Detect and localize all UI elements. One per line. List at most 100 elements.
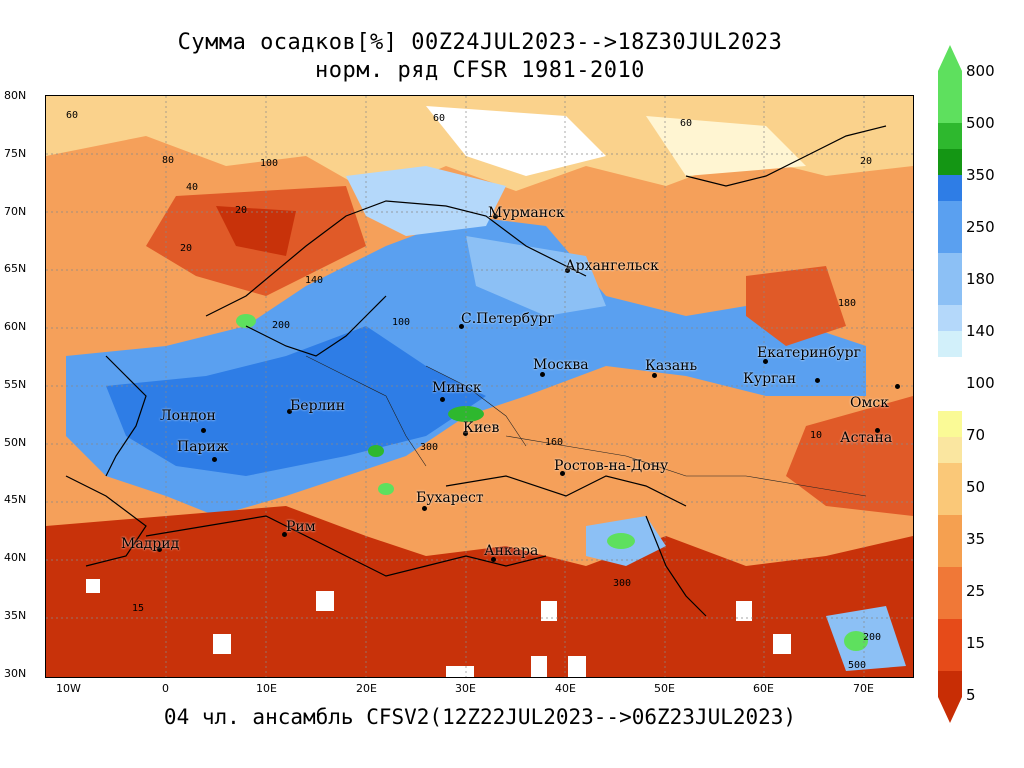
- city-label: Москва: [533, 357, 589, 373]
- lat-label: 40N: [4, 551, 27, 564]
- city-label: Минск: [432, 380, 482, 396]
- lat-label: 55N: [4, 378, 27, 391]
- missing-data-box: [531, 656, 547, 677]
- colorbar-label: 35: [966, 530, 986, 548]
- missing-data-box: [773, 634, 791, 654]
- colorbar-swatch: [938, 149, 962, 175]
- contour-label: 20: [180, 243, 193, 254]
- field-80: [646, 116, 806, 176]
- contour-label: 180: [838, 298, 857, 309]
- contour-label: 15: [132, 603, 145, 614]
- city-label: С.Петербург: [461, 311, 555, 327]
- contour-label: 100: [392, 317, 411, 328]
- contour-label: 100: [260, 158, 279, 169]
- field-350-500: [448, 406, 484, 422]
- city-marker: [491, 557, 496, 562]
- lon-label: 10E: [256, 682, 277, 695]
- city-label: Рим: [286, 519, 316, 535]
- city-label: Киев: [463, 420, 500, 436]
- colorbar-swatch: [938, 515, 962, 567]
- contour-label: 20: [860, 156, 873, 167]
- city-label: Мурманск: [488, 205, 565, 221]
- city-label: Екатеринбург: [757, 345, 861, 361]
- city-marker: [560, 471, 565, 476]
- city-label: Анкара: [484, 543, 539, 559]
- lat-label: 45N: [4, 493, 27, 506]
- colorbar-label: 800: [966, 62, 995, 80]
- contour-label: 300: [420, 442, 439, 453]
- city-marker: [282, 532, 287, 537]
- city-marker: [815, 378, 820, 383]
- missing-data-box: [213, 634, 231, 654]
- colorbar-label: 70: [966, 426, 986, 444]
- colorbar-swatch: [938, 71, 962, 123]
- city-marker: [652, 373, 657, 378]
- colorbar-swatch: [938, 671, 962, 697]
- ensemble-footer: 04 чл. ансамбль CFSV2(12Z22JUL2023-->06Z…: [163, 705, 797, 729]
- lat-label: 75N: [4, 147, 27, 160]
- missing-data-box: [736, 601, 752, 621]
- lon-label: 70E: [853, 682, 874, 695]
- colorbar-label: 140: [966, 322, 995, 340]
- colorbar-arrow-bottom: [938, 697, 962, 723]
- colorbar-swatch: [938, 253, 962, 305]
- city-marker: [157, 547, 162, 552]
- missing-data-box: [316, 591, 334, 611]
- city-label: Лондон: [160, 408, 216, 424]
- lon-label: 30E: [455, 682, 476, 695]
- city-marker: [287, 409, 292, 414]
- contour-label: 300: [613, 578, 632, 589]
- colorbar: [938, 45, 962, 723]
- contour-label: 60: [680, 118, 693, 129]
- city-marker: [459, 324, 464, 329]
- colorbar-label: 500: [966, 114, 995, 132]
- contour-label: 60: [66, 110, 79, 121]
- lat-label: 65N: [4, 262, 27, 275]
- missing-data-box: [86, 579, 100, 593]
- lat-label: 60N: [4, 320, 27, 333]
- colorbar-arrow-top: [938, 45, 962, 71]
- lon-label: 10W: [56, 682, 81, 695]
- colorbar-swatch: [938, 411, 962, 437]
- city-marker: [540, 372, 545, 377]
- colorbar-swatch: [938, 437, 962, 463]
- field-5-15: [46, 506, 913, 677]
- contour-label: 200: [863, 632, 882, 643]
- lon-label: 60E: [753, 682, 774, 695]
- lon-label: 50E: [654, 682, 675, 695]
- colorbar-label: 100: [966, 374, 995, 392]
- missing-data-box: [568, 656, 586, 677]
- contour-label: 500: [848, 660, 867, 671]
- city-label: Астана: [840, 430, 893, 446]
- field-120-140: [346, 166, 506, 236]
- city-marker: [493, 214, 498, 219]
- contour-label: 80: [162, 155, 175, 166]
- colorbar-label: 350: [966, 166, 995, 184]
- borders: [305, 355, 867, 497]
- city-label: Париж: [177, 439, 229, 455]
- graticule: [46, 96, 913, 677]
- coastlines: [65, 125, 887, 617]
- field-500-800: [378, 483, 394, 495]
- colorbar-swatch: [938, 331, 962, 357]
- colorbar-swatch: [938, 175, 962, 201]
- missing-data-box: [446, 666, 474, 677]
- lon-label: 40E: [555, 682, 576, 695]
- lon-label: 20E: [356, 682, 377, 695]
- colorbar-label: 25: [966, 582, 986, 600]
- colorbar-swatch: [938, 567, 962, 619]
- contour-label: 10: [810, 430, 823, 441]
- contour-label: 20: [235, 205, 248, 216]
- city-label: Мадрид: [121, 536, 180, 552]
- city-label: Берлин: [290, 398, 346, 414]
- city-marker: [440, 397, 445, 402]
- contour-label: 60: [433, 113, 446, 124]
- field-100: [426, 106, 606, 176]
- lon-label: 0: [162, 682, 169, 695]
- precipitation-map: [45, 95, 914, 678]
- colorbar-swatch: [938, 619, 962, 671]
- colorbar-label: 50: [966, 478, 986, 496]
- field-350-500: [368, 445, 384, 457]
- missing-data-box: [541, 601, 557, 621]
- city-marker: [463, 431, 468, 436]
